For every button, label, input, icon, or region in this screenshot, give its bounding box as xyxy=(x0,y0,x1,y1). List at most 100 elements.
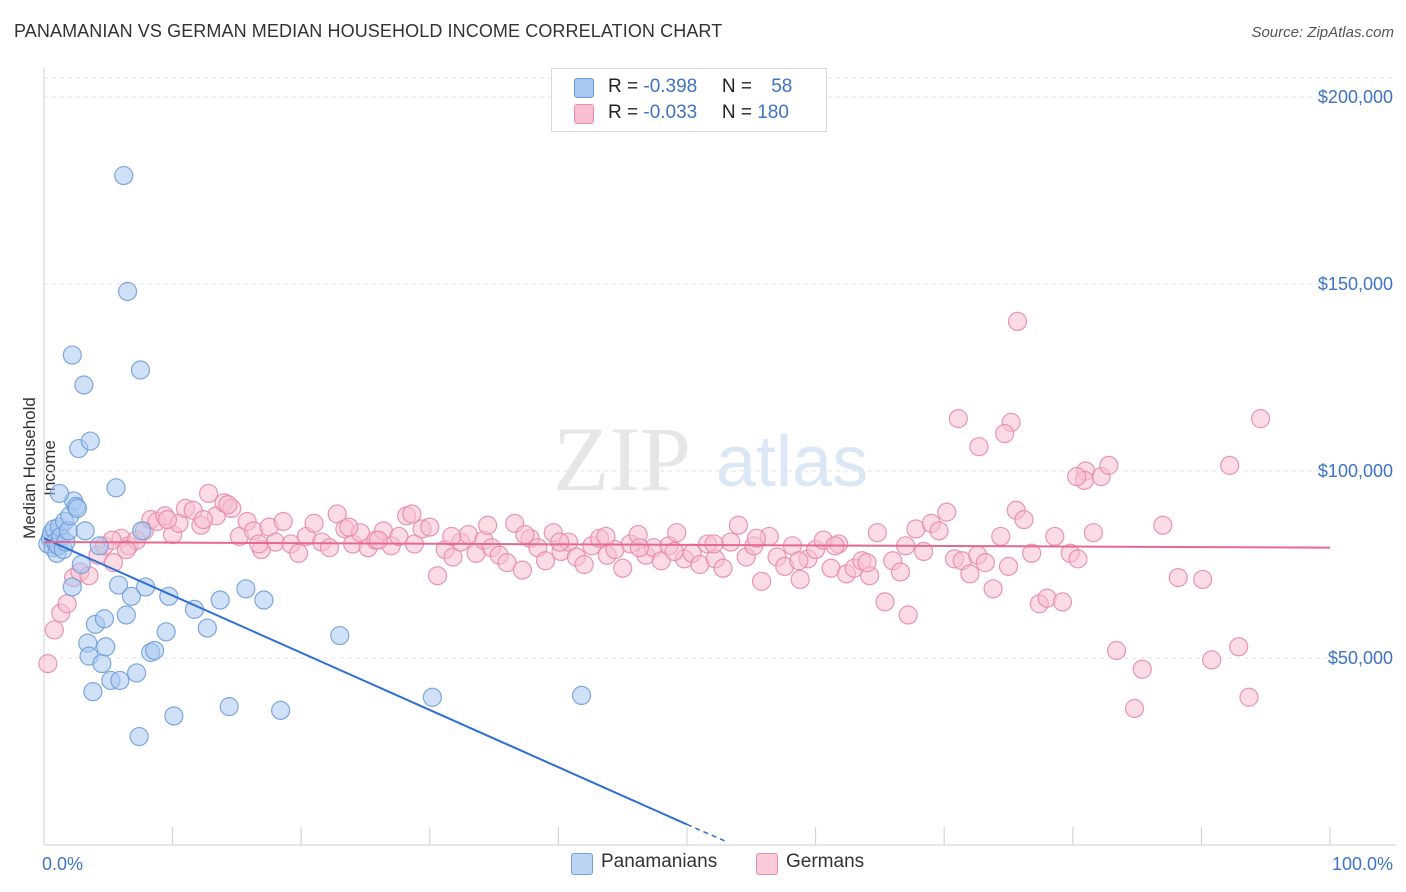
data-point-germans xyxy=(1239,687,1259,707)
data-point-germans xyxy=(790,569,810,590)
data-point-germans xyxy=(512,560,532,580)
data-point-panamanians xyxy=(62,577,82,597)
data-point-germans xyxy=(1229,637,1249,657)
data-point-panamanians xyxy=(117,281,138,302)
data-point-germans xyxy=(721,532,741,552)
data-point-germans xyxy=(1193,569,1213,590)
data-point-germans xyxy=(443,547,463,567)
data-point-germans xyxy=(218,495,238,515)
data-point-germans xyxy=(38,654,58,674)
data-point-germans xyxy=(116,539,136,560)
data-point-germans xyxy=(1007,311,1028,331)
data-point-germans xyxy=(704,534,724,554)
data-point-germans xyxy=(1068,549,1088,569)
data-point-germans xyxy=(574,554,594,575)
data-point-panamanians xyxy=(254,590,274,610)
r-label: R = xyxy=(608,76,644,97)
data-point-germans xyxy=(442,526,462,547)
r-value: -0.398 xyxy=(643,76,698,97)
data-point-panamanians xyxy=(571,685,592,706)
watermark: ZIP atlas xyxy=(553,408,868,510)
data-point-germans xyxy=(975,553,995,573)
legend-label-germans: Germans xyxy=(786,851,865,872)
x-tick-label: 100.0% xyxy=(1332,854,1393,874)
x-tick-labels: 0.0% 100.0% xyxy=(42,854,1393,874)
data-point-panamanians xyxy=(129,726,149,747)
data-point-germans xyxy=(339,517,359,537)
data-point-germans xyxy=(789,551,809,571)
n-value: 58 xyxy=(771,76,793,97)
data-point-germans xyxy=(402,504,422,524)
data-point-panamanians xyxy=(422,687,442,707)
legend-swatch-germans xyxy=(574,104,594,124)
trendlines xyxy=(43,537,1331,842)
y-tick-label: $50,000 xyxy=(1328,648,1393,668)
data-point-germans xyxy=(319,538,340,558)
data-point-germans xyxy=(1067,467,1087,487)
data-point-panamanians xyxy=(108,575,129,595)
n-label: N = xyxy=(721,102,758,123)
y-tick-label: $150,000 xyxy=(1318,274,1393,294)
data-point-germans xyxy=(629,538,650,558)
data-point-panamanians xyxy=(75,521,95,541)
legend-label-panamanians: Panamanians xyxy=(601,851,718,872)
data-point-panamanians xyxy=(92,654,112,674)
stats-legend: R = -0.398 N = 58 R = -0.033 N = 180 xyxy=(551,68,827,132)
data-point-panamanians xyxy=(121,586,142,606)
data-point-germans xyxy=(713,558,733,578)
data-point-germans xyxy=(746,528,767,548)
data-point-panamanians xyxy=(271,700,291,720)
data-point-germans xyxy=(1052,592,1073,612)
series-germans xyxy=(38,311,1271,719)
chart-title: PANAMANIAN VS GERMAN MEDIAN HOUSEHOLD IN… xyxy=(14,21,723,41)
data-point-panamanians xyxy=(74,375,94,395)
data-point-germans xyxy=(960,564,980,584)
data-point-germans xyxy=(478,515,498,535)
data-point-germans xyxy=(613,558,633,578)
legend-swatch-panamanians xyxy=(571,853,593,875)
data-point-panamanians xyxy=(132,521,152,541)
data-point-germans xyxy=(420,517,440,537)
data-point-germans xyxy=(1132,659,1152,679)
data-point-germans xyxy=(937,502,957,522)
data-point-germans xyxy=(535,551,556,571)
legend-swatch-panamanians xyxy=(574,78,594,98)
data-point-panamanians xyxy=(330,625,350,646)
data-point-germans xyxy=(368,530,388,550)
data-point-germans xyxy=(389,526,409,547)
data-point-panamanians xyxy=(80,431,100,451)
data-point-germans xyxy=(998,556,1019,576)
data-point-panamanians xyxy=(197,618,217,638)
data-point-germans xyxy=(991,526,1011,547)
data-point-germans xyxy=(497,553,517,573)
data-point-germans xyxy=(867,523,887,543)
data-point-germans xyxy=(898,605,918,625)
data-point-germans xyxy=(515,524,535,545)
data-point-germans xyxy=(44,620,64,640)
data-point-germans xyxy=(651,551,671,571)
data-point-germans xyxy=(1168,567,1188,588)
source-label: Source: ZipAtlas.com xyxy=(1251,24,1394,41)
n-value: 180 xyxy=(757,102,789,123)
data-point-germans xyxy=(57,594,77,614)
data-point-germans xyxy=(875,592,895,612)
data-point-germans xyxy=(929,521,949,541)
legend-swatch-germans xyxy=(756,853,778,875)
data-point-germans xyxy=(969,437,989,457)
data-point-panamanians xyxy=(89,536,109,556)
trendline-germans xyxy=(43,541,1331,549)
data-point-panamanians xyxy=(156,622,176,642)
y-tick-label: $200,000 xyxy=(1318,87,1393,107)
data-point-germans xyxy=(289,543,309,563)
x-tick-label: 0.0% xyxy=(42,854,83,874)
data-point-germans xyxy=(948,409,968,429)
r-label: R = xyxy=(608,102,644,123)
y-tick-label: $100,000 xyxy=(1318,461,1393,481)
data-point-germans xyxy=(857,553,877,573)
data-point-panamanians xyxy=(96,637,116,657)
data-point-panamanians xyxy=(83,682,103,702)
data-point-germans xyxy=(1014,510,1034,530)
r-value: -0.033 xyxy=(643,102,698,123)
data-point-germans xyxy=(667,523,687,543)
n-label: N = xyxy=(721,76,758,97)
